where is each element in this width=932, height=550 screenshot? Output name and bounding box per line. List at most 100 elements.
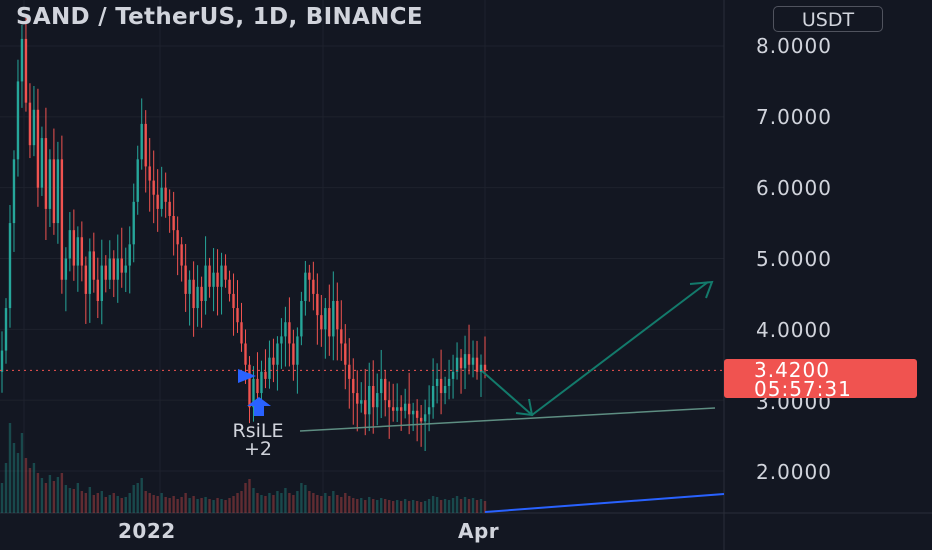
volume-bar bbox=[96, 493, 99, 513]
volume-bar bbox=[376, 500, 379, 513]
volume-bar bbox=[336, 495, 339, 513]
volume-bar bbox=[272, 495, 275, 513]
candle-body bbox=[292, 343, 295, 365]
volume-bar bbox=[403, 499, 407, 513]
signal-count: +2 bbox=[243, 438, 272, 460]
volume-bar bbox=[228, 498, 231, 513]
buy-arrow-icon bbox=[247, 397, 271, 416]
volume-bar bbox=[0, 483, 4, 513]
volume-bar bbox=[467, 499, 471, 513]
volume-bar bbox=[308, 491, 311, 513]
candle-body bbox=[108, 258, 111, 280]
candle-body bbox=[360, 400, 363, 404]
candle-body bbox=[44, 138, 48, 209]
volume-bar bbox=[112, 493, 115, 513]
candle-body bbox=[80, 237, 84, 266]
volume-bar bbox=[296, 491, 299, 513]
volume-bar bbox=[8, 423, 12, 513]
volume-bar bbox=[260, 495, 263, 513]
candle-body bbox=[423, 414, 427, 422]
candle-body bbox=[236, 308, 239, 323]
candle-body bbox=[427, 407, 431, 415]
candle-body bbox=[188, 279, 191, 294]
volume-bar bbox=[236, 493, 239, 513]
volume-bar bbox=[475, 500, 479, 513]
candle-body bbox=[212, 272, 215, 287]
volume-bar bbox=[80, 491, 84, 513]
volume-bar bbox=[328, 496, 331, 513]
volume-bar bbox=[288, 493, 291, 513]
candle-body bbox=[384, 378, 387, 401]
volume-bar bbox=[188, 498, 191, 513]
candle-body bbox=[228, 279, 231, 294]
candle-body bbox=[136, 159, 139, 202]
candle-body bbox=[144, 123, 147, 167]
candle-body bbox=[407, 403, 411, 415]
candle-body bbox=[252, 378, 255, 408]
volume-bar bbox=[68, 488, 72, 513]
candle-body bbox=[156, 194, 159, 209]
candle-body bbox=[459, 357, 463, 369]
volume-bar bbox=[52, 481, 56, 513]
candle-body bbox=[256, 378, 259, 394]
volume-bar bbox=[372, 499, 375, 513]
volume-bar bbox=[356, 499, 359, 513]
candle-body bbox=[152, 180, 155, 195]
volume-bar bbox=[443, 499, 447, 513]
candle-body bbox=[447, 378, 451, 386]
volume-bar bbox=[332, 491, 335, 513]
candle-body bbox=[419, 417, 423, 422]
volume-bar bbox=[20, 433, 24, 513]
candle-body bbox=[20, 38, 24, 82]
candle-body bbox=[455, 357, 459, 372]
volume-bar bbox=[316, 495, 319, 513]
y-tick-label: 2.0000 bbox=[756, 460, 832, 484]
volume-bar bbox=[435, 497, 439, 513]
volume-bar bbox=[384, 499, 387, 513]
volume-bar bbox=[4, 463, 8, 513]
candle-body bbox=[483, 364, 487, 371]
candle-body bbox=[200, 286, 203, 301]
volume-bar bbox=[116, 496, 119, 513]
currency-button[interactable]: USDT bbox=[773, 6, 883, 32]
y-tick-label: 8.0000 bbox=[756, 34, 832, 58]
candle-body bbox=[403, 403, 407, 411]
candle-body bbox=[467, 354, 471, 365]
volume-bar bbox=[156, 496, 159, 513]
volume-bar bbox=[324, 493, 327, 513]
candle-body bbox=[479, 364, 483, 372]
candle-body bbox=[463, 354, 467, 369]
volume-bar bbox=[284, 488, 287, 513]
candle-body bbox=[164, 187, 167, 202]
candle-body bbox=[204, 265, 207, 301]
volume-bar bbox=[360, 498, 363, 513]
candle-body bbox=[451, 371, 455, 379]
candle-body bbox=[376, 393, 379, 408]
volume-bar bbox=[264, 496, 267, 513]
volume-bar bbox=[320, 496, 323, 513]
candle-body bbox=[64, 258, 68, 280]
volume-bar bbox=[479, 499, 483, 513]
volume-bar bbox=[232, 496, 235, 513]
volume-bar bbox=[184, 493, 187, 513]
candle-body bbox=[16, 81, 20, 160]
candle-body bbox=[112, 258, 115, 280]
candle-body bbox=[76, 237, 80, 266]
bar-countdown: 05:57:31 bbox=[754, 377, 852, 401]
candle-body bbox=[32, 109, 36, 146]
candle-body bbox=[372, 385, 375, 408]
volume-bar bbox=[40, 478, 44, 513]
candle-body bbox=[431, 385, 435, 408]
candle-body bbox=[399, 407, 403, 411]
y-tick-label: 7.0000 bbox=[756, 105, 832, 129]
candle-body bbox=[344, 343, 347, 365]
volume-bar bbox=[192, 496, 195, 513]
candle-body bbox=[224, 265, 227, 280]
volume-bar bbox=[471, 498, 475, 513]
candle-body bbox=[308, 272, 311, 280]
volume-bar bbox=[459, 499, 463, 513]
candle-body bbox=[36, 109, 40, 188]
volume-bar bbox=[72, 489, 76, 513]
volume-bar bbox=[56, 477, 60, 513]
